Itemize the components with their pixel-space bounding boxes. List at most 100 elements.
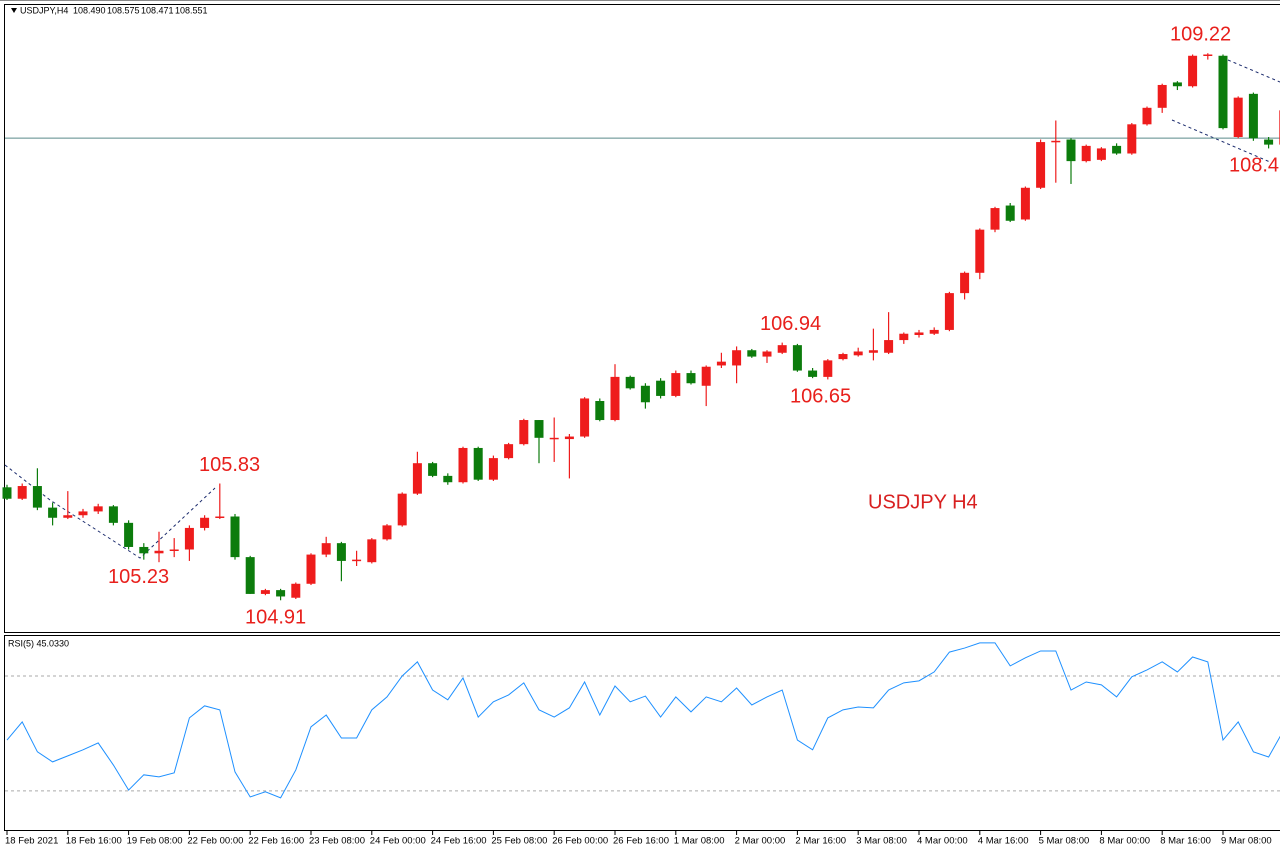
candle-body: [1127, 124, 1137, 154]
collapse-icon[interactable]: [11, 8, 17, 13]
candle-body: [853, 351, 863, 356]
candle-body: [397, 493, 407, 526]
candle-body: [276, 590, 286, 597]
candle-body: [443, 475, 453, 483]
candle-body: [975, 229, 985, 273]
candle-body: [1081, 145, 1091, 162]
candle-body: [1142, 107, 1152, 125]
candle-body: [260, 590, 270, 594]
candle-body: [610, 376, 620, 421]
x-tick-label: 22 Feb 00:00: [187, 836, 243, 847]
price-annotation: 105.23: [108, 566, 169, 588]
rsi-title: RSI(5) 45.0330: [8, 638, 69, 648]
price-annotation: 105.83: [199, 454, 260, 476]
candle-body: [291, 583, 301, 598]
candle-body: [701, 366, 711, 386]
x-tick-label: 23 Feb 08:00: [309, 836, 365, 847]
price-annotation: 106.65: [790, 386, 851, 408]
x-tick-label: 8 Mar 16:00: [1160, 836, 1211, 847]
candle-body: [686, 373, 696, 384]
candle-body: [792, 345, 802, 371]
x-tick-label: 2 Mar 16:00: [795, 836, 846, 847]
candle-body: [306, 554, 316, 584]
candle-body: [519, 420, 529, 445]
candle-body: [473, 447, 483, 480]
candle-body: [1248, 93, 1258, 139]
candle-body: [823, 360, 833, 377]
main-pane-border: [4, 4, 1280, 633]
candle-body: [564, 436, 574, 440]
watermark: USDJPY H4: [868, 491, 978, 513]
candle-body: [884, 340, 894, 353]
candle-body: [1112, 145, 1122, 154]
candle-body: [17, 486, 27, 499]
candle-body: [48, 507, 58, 518]
x-tick-label: 18 Feb 16:00: [66, 836, 122, 847]
candle-body: [808, 370, 818, 377]
x-tick-label: 18 Feb 2021: [5, 836, 58, 847]
candle-body: [139, 546, 149, 554]
candle-body: [108, 506, 118, 523]
candle-body: [762, 351, 772, 357]
candle-body: [200, 517, 210, 528]
x-tick-label: 8 Mar 00:00: [1099, 836, 1150, 847]
candle-body: [215, 516, 225, 518]
candle-body: [184, 527, 194, 550]
candle-body: [580, 398, 590, 437]
candle-body: [488, 458, 498, 480]
candle-body: [990, 208, 1000, 230]
rsi-line: [6, 642, 1280, 799]
price-annotation: 104.91: [245, 607, 306, 629]
price-annotation: 108.47: [1229, 155, 1280, 177]
candle-body: [595, 401, 605, 421]
rsi-pane-border: [4, 635, 1280, 831]
candle-body: [78, 511, 88, 516]
candle-body: [367, 539, 377, 563]
candle-body: [747, 350, 757, 357]
header-open: 108.490: [73, 5, 106, 15]
zigzag: [4, 59, 1280, 559]
candle-body: [1051, 140, 1061, 143]
candle-body: [245, 557, 255, 594]
candle-body: [32, 486, 42, 508]
x-tick-label: 4 Mar 00:00: [917, 836, 968, 847]
header-high: 108.575: [107, 5, 140, 15]
candle-body: [412, 463, 422, 494]
candle-body: [154, 550, 164, 554]
candle-body: [838, 354, 848, 360]
candle-body: [656, 380, 666, 396]
candle-body: [504, 444, 514, 459]
header-close: 108.551: [175, 5, 208, 15]
candle-body: [1203, 54, 1213, 56]
candle-body: [534, 420, 544, 438]
candle-body: [1233, 97, 1243, 137]
x-tick-label: 1 Mar 08:00: [674, 836, 725, 847]
candle-body: [93, 506, 103, 512]
candle-body: [63, 515, 73, 518]
candle-body: [352, 559, 362, 562]
candle-body: [336, 543, 346, 561]
candle-body: [1036, 142, 1046, 188]
candle-body: [230, 516, 240, 558]
price-annotation: 106.94: [760, 313, 821, 335]
candle-body: [1020, 187, 1030, 220]
candle-body: [321, 543, 331, 555]
candle-body: [716, 361, 726, 366]
header-symbol: USDJPY,H4: [20, 5, 68, 15]
x-tick-label: 9 Mar 08:00: [1221, 836, 1272, 847]
x-tick-label: 2 Mar 00:00: [735, 836, 786, 847]
candle-body: [549, 437, 559, 440]
candle-body: [2, 487, 12, 499]
candle-body: [732, 350, 742, 366]
x-tick-label: 25 Feb 08:00: [491, 836, 547, 847]
candle-body: [1218, 55, 1228, 129]
x-tick-label: 3 Mar 08:00: [856, 836, 907, 847]
candle-body: [640, 385, 650, 403]
header-low: 108.471: [141, 5, 174, 15]
x-tick-label: 5 Mar 08:00: [1039, 836, 1090, 847]
candle-body: [929, 329, 939, 334]
candle-body: [169, 549, 179, 551]
x-tick-label: 24 Feb 16:00: [431, 836, 487, 847]
